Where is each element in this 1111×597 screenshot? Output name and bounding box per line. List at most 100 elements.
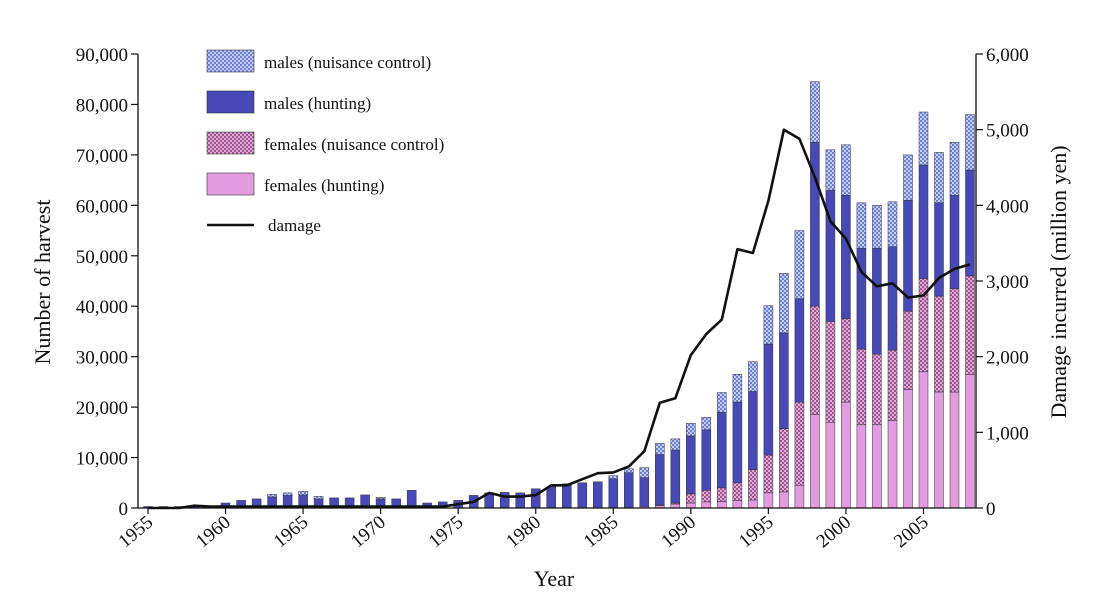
bar-males-nuisance-control-1990: [686, 423, 696, 437]
legend-label-damage: damage: [268, 216, 321, 235]
legend-label-females-nuisance-control: females (nuisance control): [264, 135, 444, 154]
bar-males-hunting-2000: [841, 194, 851, 320]
damage-line: [148, 128, 971, 510]
bar-males-hunting-1991: [701, 429, 712, 491]
bar-males-hunting-1989: [670, 449, 681, 504]
bar-males-nuisance-control-1970: [375, 497, 386, 500]
legend-swatch-females-hunting: [206, 172, 255, 196]
bar-males-hunting-2007: [949, 194, 960, 289]
bar-males-hunting-1994: [748, 391, 758, 470]
bar-females-hunting-1998: [810, 414, 820, 509]
bar-females-nuisance-control-1991: [701, 490, 712, 503]
left-tick-label: 50,000: [76, 247, 128, 268]
bar-females-nuisance-control-1994: [748, 469, 758, 501]
bar-males-hunting-2003: [887, 246, 898, 351]
bar-males-hunting-1986: [624, 472, 634, 509]
bar-males-hunting-1997: [794, 298, 805, 403]
left-tick-label: 30,000: [76, 348, 128, 369]
bar-males-nuisance-control-2000: [841, 144, 851, 196]
left-tick-label: 20,000: [76, 398, 128, 419]
bar-females-hunting-1991: [701, 501, 712, 509]
left-axis-title: Number of harvest: [30, 200, 55, 365]
bar-males-hunting-1982: [562, 483, 572, 509]
bar-females-nuisance-control-2007: [949, 288, 960, 393]
bar-males-hunting-1990: [686, 435, 696, 495]
x-axis-title: Year: [534, 566, 575, 591]
bar-males-nuisance-control-1965: [298, 491, 308, 496]
bar-males-nuisance-control-1999: [825, 149, 836, 191]
right-tick-label: 1,000: [986, 423, 1029, 444]
x-tick-label: 1995: [735, 512, 778, 553]
bar-females-nuisance-control-1998: [810, 305, 820, 415]
bar-females-hunting-2001: [856, 424, 867, 509]
bar-males-nuisance-control-2008: [965, 114, 975, 171]
bar-females-hunting-2002: [872, 424, 882, 509]
bar-females-nuisance-control-2001: [856, 348, 867, 426]
bar-females-nuisance-control-1996: [779, 428, 789, 493]
right-axis-title: Damage incurred (million yen): [1046, 145, 1071, 418]
bar-males-nuisance-control-2007: [949, 142, 960, 196]
x-tick-label: 1990: [657, 512, 700, 553]
left-tick-label: 10,000: [76, 449, 128, 470]
bar-males-nuisance-control-1985: [608, 475, 619, 479]
bar-females-nuisance-control-2004: [903, 311, 913, 390]
bar-males-hunting-1984: [593, 481, 603, 509]
bar-males-nuisance-control-1989: [670, 438, 681, 451]
left-tick-label: 40,000: [76, 297, 128, 318]
bar-males-nuisance-control-2001: [856, 202, 867, 249]
x-tick-label: 1970: [347, 512, 390, 553]
bar-males-hunting-2008: [965, 169, 975, 277]
bar-males-hunting-1987: [639, 477, 650, 507]
bar-males-nuisance-control-1986: [624, 468, 634, 473]
bar-males-hunting-1996: [779, 332, 789, 430]
bar-males-hunting-1993: [732, 401, 743, 484]
bar-females-hunting-1996: [779, 491, 789, 509]
bar-males-nuisance-control-1998: [810, 81, 820, 143]
left-tick-label: 70,000: [76, 146, 128, 167]
legend: males (nuisance control) males (hunting) f…: [206, 49, 444, 235]
bar-females-nuisance-control-2002: [872, 353, 882, 425]
bar-males-nuisance-control-2005: [918, 111, 929, 166]
right-tick-label: 5,000: [986, 121, 1029, 142]
bar-males-nuisance-control-1963: [267, 494, 277, 498]
bar-females-hunting-1992: [717, 501, 727, 509]
bars-layer: [143, 81, 975, 509]
bar-males-hunting-1983: [577, 482, 588, 509]
bar-females-hunting-2004: [903, 389, 913, 509]
bar-females-nuisance-control-2003: [887, 349, 898, 421]
right-tick-label: 6,000: [986, 45, 1029, 66]
legend-label-males-hunting: males (hunting): [264, 94, 371, 113]
bar-males-hunting-1985: [608, 478, 619, 509]
bar-females-nuisance-control-1999: [825, 321, 836, 423]
bar-females-nuisance-control-2000: [841, 318, 851, 403]
bar-males-nuisance-control-2006: [934, 152, 944, 204]
right-tick-label: 2,000: [986, 348, 1029, 369]
left-tick-label: 80,000: [76, 95, 128, 116]
bar-males-nuisance-control-1988: [655, 443, 665, 455]
bar-males-nuisance-control-1995: [763, 305, 774, 345]
right-tick-label: 0: [986, 499, 996, 520]
bar-males-nuisance-control-1996: [779, 273, 789, 334]
bar-females-hunting-2006: [934, 391, 944, 509]
right-tick-label: 3,000: [986, 272, 1029, 293]
ticks-layer: 0 10,000 20,000 30,000 40,000 50,000 60,000 70,…: [76, 45, 1029, 552]
legend-label-males-nuisance-control: males (nuisance control): [264, 53, 431, 72]
bar-males-nuisance-control-1993: [732, 374, 743, 403]
bar-males-nuisance-control-2003: [887, 201, 898, 247]
x-tick-label: 1980: [502, 512, 545, 553]
bar-females-hunting-1993: [732, 500, 743, 509]
bar-males-hunting-1988: [655, 454, 665, 506]
bar-males-nuisance-control-2004: [903, 154, 913, 201]
bar-males-hunting-2002: [872, 247, 882, 355]
legend-swatch-females-nuisance-control: [206, 131, 255, 155]
legend-swatch-males-nuisance-control: [206, 49, 255, 73]
bar-females-hunting-1994: [748, 499, 758, 509]
damage-line-layer: [148, 128, 971, 510]
bar-females-hunting-2000: [841, 401, 851, 509]
bar-females-hunting-2008: [965, 374, 975, 509]
bar-males-nuisance-control-1987: [639, 467, 650, 478]
bar-females-hunting-1999: [825, 421, 836, 509]
right-tick-label: 4,000: [986, 196, 1029, 217]
bar-males-hunting-2005: [918, 164, 929, 279]
